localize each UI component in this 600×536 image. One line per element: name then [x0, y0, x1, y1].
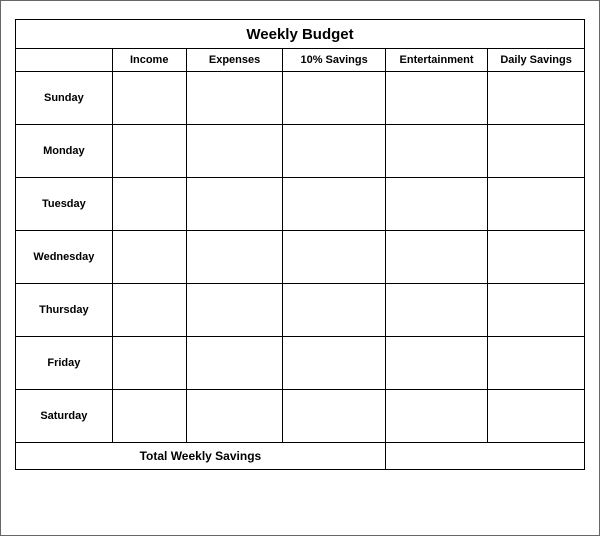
row-label-monday: Monday [16, 125, 113, 178]
table-cell [186, 178, 283, 231]
table-row: Monday [16, 125, 585, 178]
table-cell [112, 178, 186, 231]
table-row: Thursday [16, 284, 585, 337]
weekly-budget-table: Weekly Budget Income Expenses 10% Saving… [15, 19, 585, 470]
table-cell [385, 231, 487, 284]
table-cell [186, 337, 283, 390]
table-cell [112, 72, 186, 125]
table-cell [186, 125, 283, 178]
footer-label: Total Weekly Savings [16, 443, 386, 470]
table-cell [283, 284, 385, 337]
header-row: Income Expenses 10% Savings Entertainmen… [16, 49, 585, 72]
table-cell [112, 390, 186, 443]
row-label-wednesday: Wednesday [16, 231, 113, 284]
table-row: Sunday [16, 72, 585, 125]
table-cell [385, 284, 487, 337]
table-cell [112, 231, 186, 284]
table-cell [488, 72, 585, 125]
table-cell [488, 231, 585, 284]
table-cell [385, 390, 487, 443]
table-cell [385, 337, 487, 390]
table-cell [283, 125, 385, 178]
table-row: Tuesday [16, 178, 585, 231]
table-cell [385, 125, 487, 178]
table-cell [488, 125, 585, 178]
table-cell [385, 72, 487, 125]
row-label-friday: Friday [16, 337, 113, 390]
col-header-expenses: Expenses [186, 49, 283, 72]
table-row: Saturday [16, 390, 585, 443]
col-header-savings10: 10% Savings [283, 49, 385, 72]
row-label-tuesday: Tuesday [16, 178, 113, 231]
table-row: Wednesday [16, 231, 585, 284]
table-cell [112, 125, 186, 178]
page-frame: Weekly Budget Income Expenses 10% Saving… [0, 0, 600, 536]
table-cell [488, 284, 585, 337]
row-label-sunday: Sunday [16, 72, 113, 125]
table-cell [112, 337, 186, 390]
table-cell [283, 178, 385, 231]
table-cell [385, 178, 487, 231]
row-label-thursday: Thursday [16, 284, 113, 337]
table-title: Weekly Budget [16, 20, 585, 49]
table-cell [488, 390, 585, 443]
col-header-income: Income [112, 49, 186, 72]
table-cell [283, 231, 385, 284]
col-header-entertainment: Entertainment [385, 49, 487, 72]
table-row: Friday [16, 337, 585, 390]
footer-value [385, 443, 584, 470]
table-cell [283, 337, 385, 390]
row-label-saturday: Saturday [16, 390, 113, 443]
table-cell [186, 72, 283, 125]
footer-row: Total Weekly Savings [16, 443, 585, 470]
table-cell [488, 178, 585, 231]
table-cell [488, 337, 585, 390]
table-cell [186, 231, 283, 284]
col-header-daily-savings: Daily Savings [488, 49, 585, 72]
table-cell [283, 72, 385, 125]
table-cell [283, 390, 385, 443]
table-cell [112, 284, 186, 337]
table-cell [186, 284, 283, 337]
col-header-blank [16, 49, 113, 72]
table-cell [186, 390, 283, 443]
title-row: Weekly Budget [16, 20, 585, 49]
